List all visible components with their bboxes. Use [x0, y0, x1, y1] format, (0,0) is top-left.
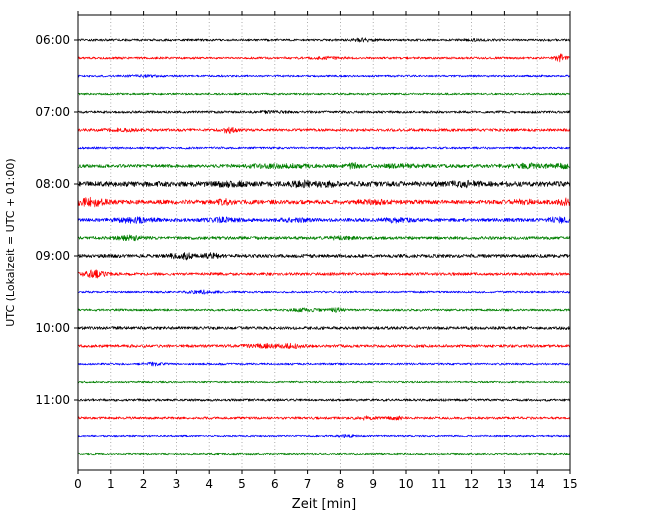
- seismogram-trace: [77, 37, 571, 43]
- seismogram-trace: [77, 434, 571, 438]
- x-tick-label: 0: [74, 477, 82, 491]
- seismogram-trace: [77, 326, 571, 330]
- y-tick-label: 07:00: [35, 105, 70, 119]
- seismogram-trace: [77, 216, 571, 224]
- seismogram-trace: [77, 415, 571, 421]
- x-tick-label: 4: [205, 477, 213, 491]
- x-tick-label: 1: [107, 477, 115, 491]
- x-tick-label: 9: [369, 477, 377, 491]
- seismogram-trace: [77, 196, 571, 208]
- seismogram-trace: [77, 361, 571, 367]
- y-tick-label: 10:00: [35, 321, 70, 335]
- x-tick-label: 2: [140, 477, 148, 491]
- seismogram-trace: [78, 74, 571, 78]
- seismogram-trace: [77, 179, 571, 189]
- seismogram-trace: [77, 342, 571, 350]
- seismogram-trace: [77, 380, 571, 384]
- x-tick-label: 11: [431, 477, 446, 491]
- seismogram-trace: [77, 234, 571, 242]
- seismogram-trace: [77, 289, 571, 295]
- seismogram-trace: [77, 146, 571, 150]
- seismogram-trace: [77, 252, 571, 261]
- seismogram-trace: [77, 269, 571, 279]
- x-tick-label: 13: [497, 477, 512, 491]
- x-tick-label: 8: [337, 477, 345, 491]
- seismogram-trace: [77, 398, 571, 402]
- x-tick-label: 10: [398, 477, 413, 491]
- x-tick-label: 12: [464, 477, 479, 491]
- y-tick-label: 08:00: [35, 177, 70, 191]
- x-axis-label: Zeit [min]: [292, 497, 356, 512]
- y-tick-label: 11:00: [35, 393, 70, 407]
- x-tick-label: 15: [562, 477, 577, 491]
- x-tick-label: 7: [304, 477, 312, 491]
- plot-border: [77, 14, 571, 471]
- x-tick-label: 5: [238, 477, 246, 491]
- y-tick-label: 06:00: [35, 33, 70, 47]
- seismogram-trace: [77, 92, 571, 96]
- seismogram-trace: [77, 109, 571, 115]
- seismogram-trace: [77, 53, 570, 63]
- x-tick-label: 14: [530, 477, 545, 491]
- x-tick-label: 3: [173, 477, 181, 491]
- x-tick-label: 6: [271, 477, 279, 491]
- seismogram-trace: [77, 452, 571, 456]
- seismogram-trace: [77, 126, 571, 134]
- seismogram-trace: [77, 307, 571, 313]
- y-tick-label: 09:00: [35, 249, 70, 263]
- y-axis-label: UTC (Lokalzeit = UTC + 01:00): [4, 158, 17, 326]
- seismogram-trace: [77, 161, 571, 170]
